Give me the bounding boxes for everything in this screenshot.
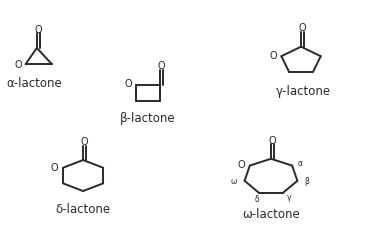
Text: γ: γ [287, 193, 292, 202]
Text: α-lactone: α-lactone [6, 77, 62, 90]
Text: O: O [269, 51, 277, 61]
Text: β-lactone: β-lactone [120, 112, 176, 125]
Text: O: O [299, 23, 307, 33]
Text: O: O [238, 160, 245, 170]
Text: O: O [158, 61, 165, 71]
Text: O: O [34, 25, 42, 35]
Text: α: α [298, 159, 303, 167]
Text: O: O [50, 162, 58, 172]
Text: ω-lactone: ω-lactone [242, 207, 300, 220]
Text: γ-lactone: γ-lactone [276, 85, 330, 98]
Text: O: O [269, 135, 276, 145]
Text: O: O [81, 137, 88, 146]
Text: β: β [304, 177, 309, 185]
Text: δ-lactone: δ-lactone [55, 202, 111, 215]
Text: ω: ω [231, 177, 237, 185]
Text: O: O [14, 60, 22, 70]
Text: O: O [124, 79, 132, 89]
Text: δ: δ [255, 194, 260, 203]
